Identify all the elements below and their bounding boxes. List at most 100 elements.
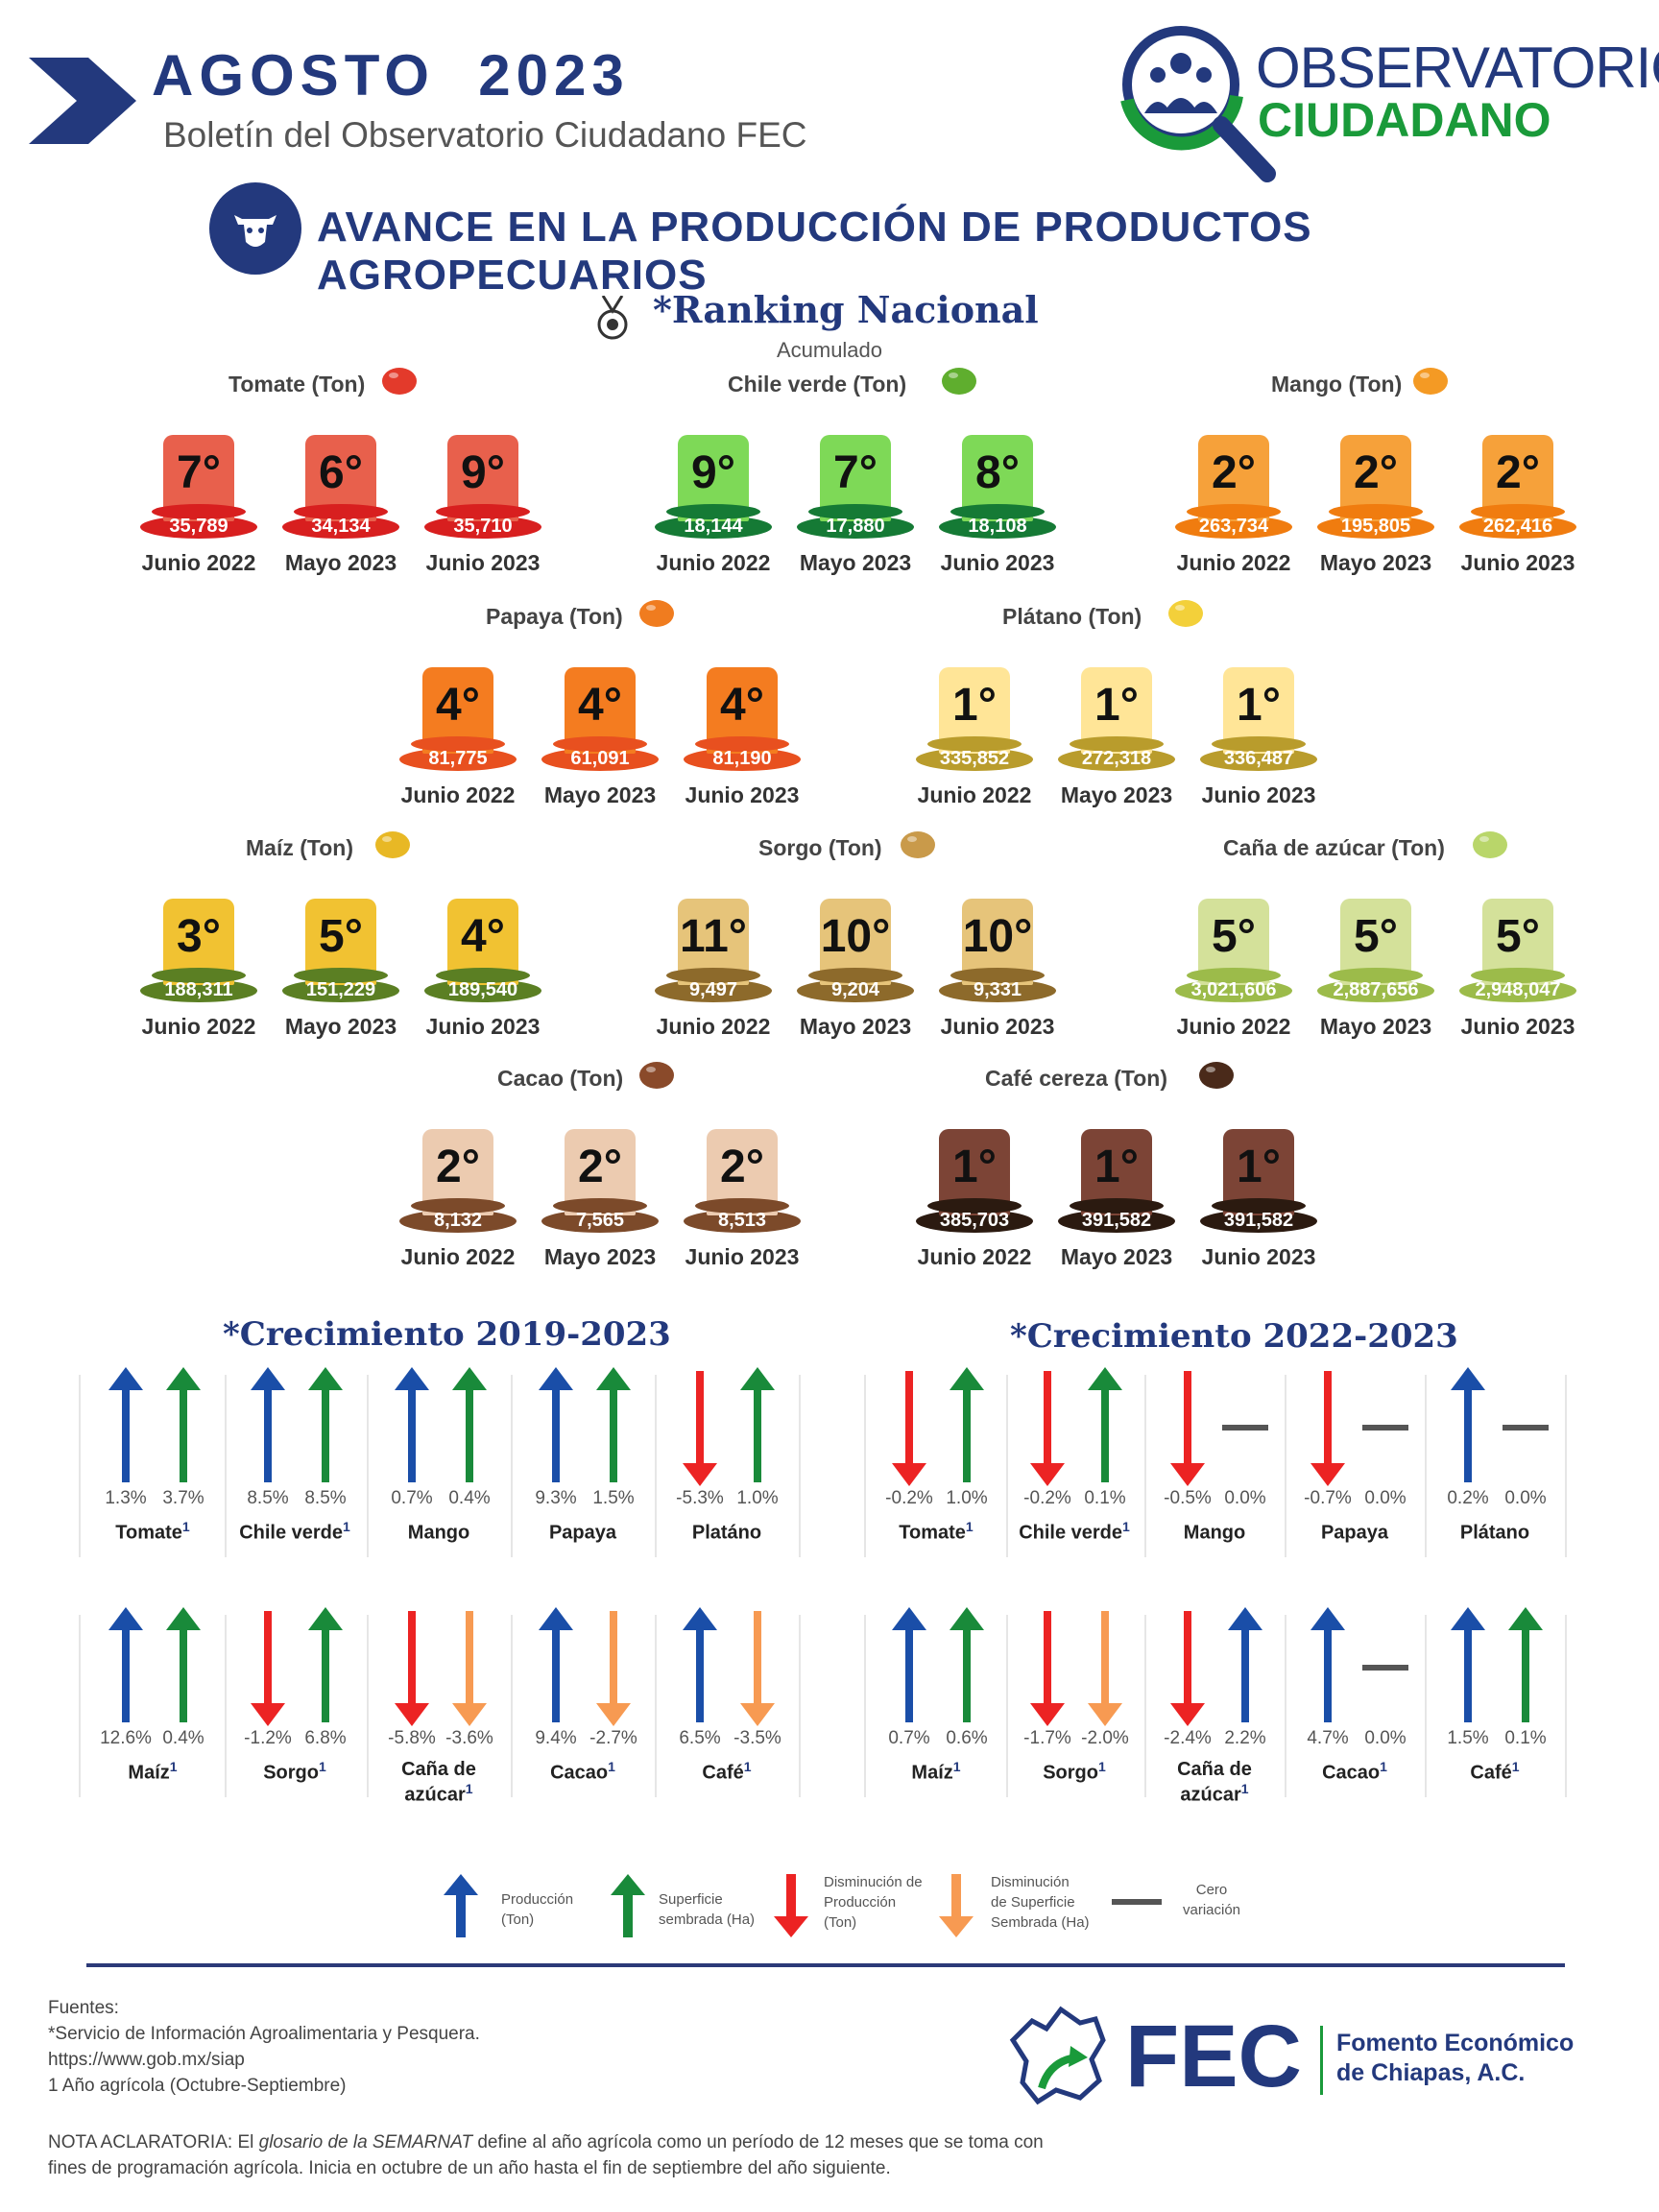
rank-hat: 1° 391,582 [1200,1129,1317,1244]
legend-label: Disminución de Superficie Sembrada (Ha) [991,1872,1090,1933]
zero-variation-icon [1357,1605,1414,1735]
rank-hat: 5° 2,887,656 [1317,899,1434,1014]
crop-name: Sorgo1 [223,1759,367,1785]
arrow-up-icon [607,1872,649,1944]
crop-name: Mango [367,1519,511,1545]
chiapas-map-icon [1009,2006,1106,2105]
growth-cell: -2.4% 2.2% Caña de azúcar1 [1144,1607,1286,1806]
footnote-mark: 1 [1380,1759,1387,1774]
product-label: Chile verde (Ton) [728,372,907,397]
growth-cell: -5.8% -3.6% Caña de azúcar1 [367,1611,513,1806]
footnote-mark: 1 [965,1519,974,1534]
fec-wordmark: FEC [1125,2008,1302,2105]
rank-hat: 2° 195,805 [1317,435,1434,550]
tonnage-value: 61,091 [570,748,630,769]
rank-hat: 7° 17,880 [797,435,914,550]
growth-cell: 9.3% 1.5% Papaya [511,1367,657,1557]
rank-value: 1° [1237,680,1281,731]
period-label: Junio 2022 [917,1244,1032,1269]
product-label: Tomate (Ton) [228,372,366,397]
period-label: Mayo 2023 [799,1014,912,1039]
production-pct: 12.6% [100,1728,152,1748]
production-pct: -0.2% [1023,1488,1071,1508]
period-label: Mayo 2023 [543,1244,657,1269]
arrow-up-icon [938,1365,996,1495]
tonnage-value: 9,331 [973,979,1022,1000]
growth-cell: 9.4% -2.7% Cacao1 [511,1607,657,1797]
arrow-down-icon [585,1605,642,1735]
arrow-up-icon [527,1605,585,1735]
production-pct: -1.2% [244,1728,292,1748]
hat-band [1212,1198,1306,1214]
tomato-icon [378,358,421,400]
surface-pct: 6.8% [304,1728,347,1748]
arrow-up-icon [440,1872,482,1944]
legend-line: Producción [501,1891,574,1908]
rank-value: 1° [1094,680,1139,731]
sources-link[interactable]: https://www.gob.mx/siap [48,2050,245,2070]
period-label: Mayo 2023 [1060,782,1173,807]
tonnage-value: 336,487 [1223,748,1294,769]
rank-value: 2° [436,1142,480,1192]
tonnage-value: 9,204 [830,979,880,1000]
period-label: Junio 2023 [1460,550,1575,575]
production-pct: 1.3% [105,1488,147,1508]
period-label: Junio 2023 [940,550,1055,575]
rank-hat: 1° 335,852 [916,667,1033,782]
hat-band [1187,968,1281,983]
crop-name-text: Cacao [1322,1762,1381,1784]
zero-variation-icon [1357,1365,1414,1495]
arrow-down-icon [1076,1605,1134,1735]
legend-line: (Ton) [501,1911,535,1928]
hat-band [152,504,246,519]
legend-line: Producción [824,1894,897,1911]
tonnage-value: 263,734 [1198,516,1269,537]
rank-value: 2° [1354,447,1398,498]
rank-value: 8° [975,447,1020,498]
arrow-up-icon [1299,1605,1357,1735]
arrow-down-icon [729,1605,786,1735]
rank-hat: 4° 81,775 [399,667,517,782]
product-label: Plátano (Ton) [1002,604,1142,629]
fec-name-line: Fomento Económico [1336,2030,1575,2056]
production-pct: 8.5% [247,1488,289,1508]
hat-band [1329,504,1423,519]
legend-line: Sembrada (Ha) [991,1914,1090,1931]
product-label: Sorgo (Ton) [758,835,882,860]
fec-separator [1320,2026,1323,2095]
rank-value: 4° [720,680,764,731]
arrow-up-icon [1497,1605,1554,1735]
arrow-up-icon [938,1605,996,1735]
period-label: Junio 2022 [400,1244,516,1269]
arrow-down-icon [239,1605,297,1735]
legend-line: variación [1183,1902,1241,1918]
arrow-down-icon [1159,1365,1216,1495]
arrow-up-icon [1439,1365,1497,1495]
crop-name: Maíz1 [866,1759,1006,1785]
tonnage-value: 8,513 [717,1210,767,1231]
arrow-up-icon [527,1365,585,1495]
rank-hat: 1° 272,318 [1058,667,1175,782]
legend-label: Producción (Ton) [501,1889,573,1930]
footnote-mark: 1 [952,1759,961,1774]
divider [86,1963,1565,1967]
tonnage-value: 262,416 [1482,516,1553,537]
crop-name: Cacao1 [1285,1759,1425,1785]
footnote-mark: 1 [169,1759,178,1774]
growth-cell: -0.2% 0.1% Chile verde1 [1004,1367,1146,1557]
period-label: Junio 2022 [917,782,1032,807]
banana-icon [1165,590,1207,633]
arrow-up-icon [297,1365,354,1495]
tonnage-value: 188,311 [164,979,233,1000]
rank-value: 7° [833,447,878,498]
nota-rest: define al año agrícola como un período d… [48,2132,1044,2178]
rank-value: 3° [177,911,221,962]
period-label: Junio 2022 [656,1014,771,1039]
logo-word-ciudadano: CIUDADANO [1258,93,1551,147]
surface-pct: -2.7% [589,1728,637,1748]
legend-line: Disminución [991,1874,1070,1890]
growth-cell: 0.7% 0.4% Mango [367,1367,513,1557]
fec-fullname: Fomento Económico de Chiapas, A.C. [1336,2029,1574,2088]
rank-value: 9° [461,447,505,498]
crop-name-text: Mango [1183,1522,1246,1544]
